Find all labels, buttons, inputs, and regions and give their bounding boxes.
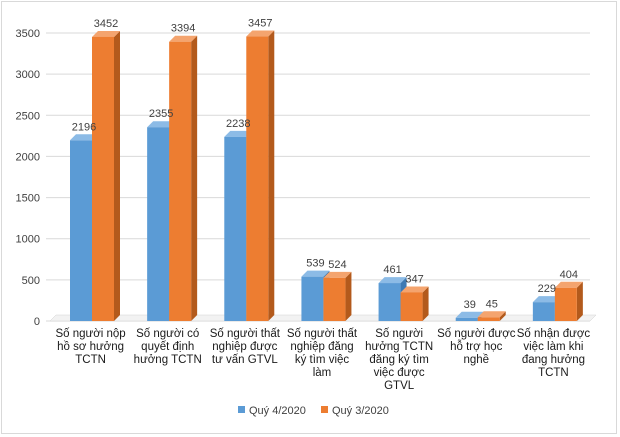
y-tick-label: 3500: [16, 28, 40, 40]
bar-top: [147, 121, 176, 128]
bar-side: [268, 30, 275, 321]
bar: [455, 317, 478, 321]
data-label: 39: [464, 299, 476, 311]
data-label: 524: [328, 259, 346, 271]
category-label: Số người có quyết định hưởng TCTN: [134, 328, 202, 366]
bar: [92, 36, 114, 322]
category-label: Số người thất nghiệp đăng ký tìm việc làm: [287, 328, 358, 379]
category-label: Số người thất nghiệp được tư vấn GTVL: [210, 328, 281, 366]
data-label: 229: [538, 283, 556, 295]
data-label: 2238: [226, 118, 250, 130]
bar-top: [169, 35, 198, 42]
y-tick-label: 0: [34, 316, 40, 328]
data-label: 3452: [94, 18, 118, 30]
category-label: Số người được hỗ trợ học nghề: [437, 328, 516, 366]
bar-side: [345, 271, 352, 321]
bar-top: [455, 311, 484, 318]
bar: [169, 41, 192, 321]
bar: [378, 283, 401, 321]
bar: [224, 136, 247, 321]
y-tick-label: 500: [22, 275, 40, 287]
bars: [70, 30, 583, 322]
data-label: 404: [560, 269, 578, 281]
bar-side: [499, 311, 506, 321]
data-label: 347: [405, 273, 423, 285]
category-label: Số nhận được việc làm khi đang hưởng TCTN: [517, 328, 591, 379]
data-label: 2196: [72, 121, 96, 133]
bar-top: [378, 277, 407, 284]
y-tick-label: 2000: [16, 151, 40, 163]
legend-swatch: [321, 406, 328, 413]
bar-top: [323, 271, 352, 278]
bar-side: [422, 286, 429, 321]
data-label: 3457: [248, 18, 272, 30]
bar: [532, 302, 555, 321]
bar-top: [554, 281, 583, 288]
bar: [70, 140, 92, 321]
legend-label[interactable]: Quý 3/2020: [332, 405, 389, 417]
y-tick-label: 1500: [16, 193, 40, 205]
legend[interactable]: Quý 4/2020 Quý 3/2020: [238, 405, 389, 417]
bar-top: [400, 286, 429, 293]
data-label: 2355: [149, 108, 173, 120]
bar: [554, 287, 577, 321]
y-tick-label: 3000: [16, 69, 40, 81]
bar-top: [532, 296, 561, 303]
legend-label[interactable]: Quý 4/2020: [249, 405, 306, 417]
bar: [323, 277, 346, 321]
legend-swatch: [238, 406, 245, 413]
bar-top: [92, 30, 120, 37]
y-axis-ticks: 0 500 1000 1500 2000 2500 3000 3500: [16, 28, 40, 328]
bar: [301, 276, 324, 321]
bar: [147, 127, 170, 322]
data-label: 45: [486, 298, 498, 310]
bar: [477, 317, 500, 321]
bar: [246, 36, 269, 322]
bar-side: [191, 35, 198, 321]
bar-top: [477, 311, 506, 318]
bar-top: [246, 30, 275, 37]
bar: [400, 292, 423, 321]
bar-top: [224, 130, 253, 137]
y-tick-label: 1000: [16, 234, 40, 246]
data-label: 461: [383, 264, 401, 276]
bar-side: [576, 281, 583, 321]
data-labels: 2196 3452 2355 3394 2238 3457 539 524 461 347 39 45…: [72, 18, 578, 311]
category-label: Số người nộp hồ sơ hưởng TCTN: [55, 328, 125, 366]
data-label: 539: [306, 258, 324, 270]
y-tick-label: 2500: [16, 110, 40, 122]
category-label: Số người hưởng TCTN đăng ký tìm việc được GT…: [365, 328, 433, 392]
bar-top: [70, 134, 98, 141]
bar-side: [114, 30, 120, 322]
bar-top: [301, 270, 330, 277]
data-label: 3394: [171, 23, 195, 35]
